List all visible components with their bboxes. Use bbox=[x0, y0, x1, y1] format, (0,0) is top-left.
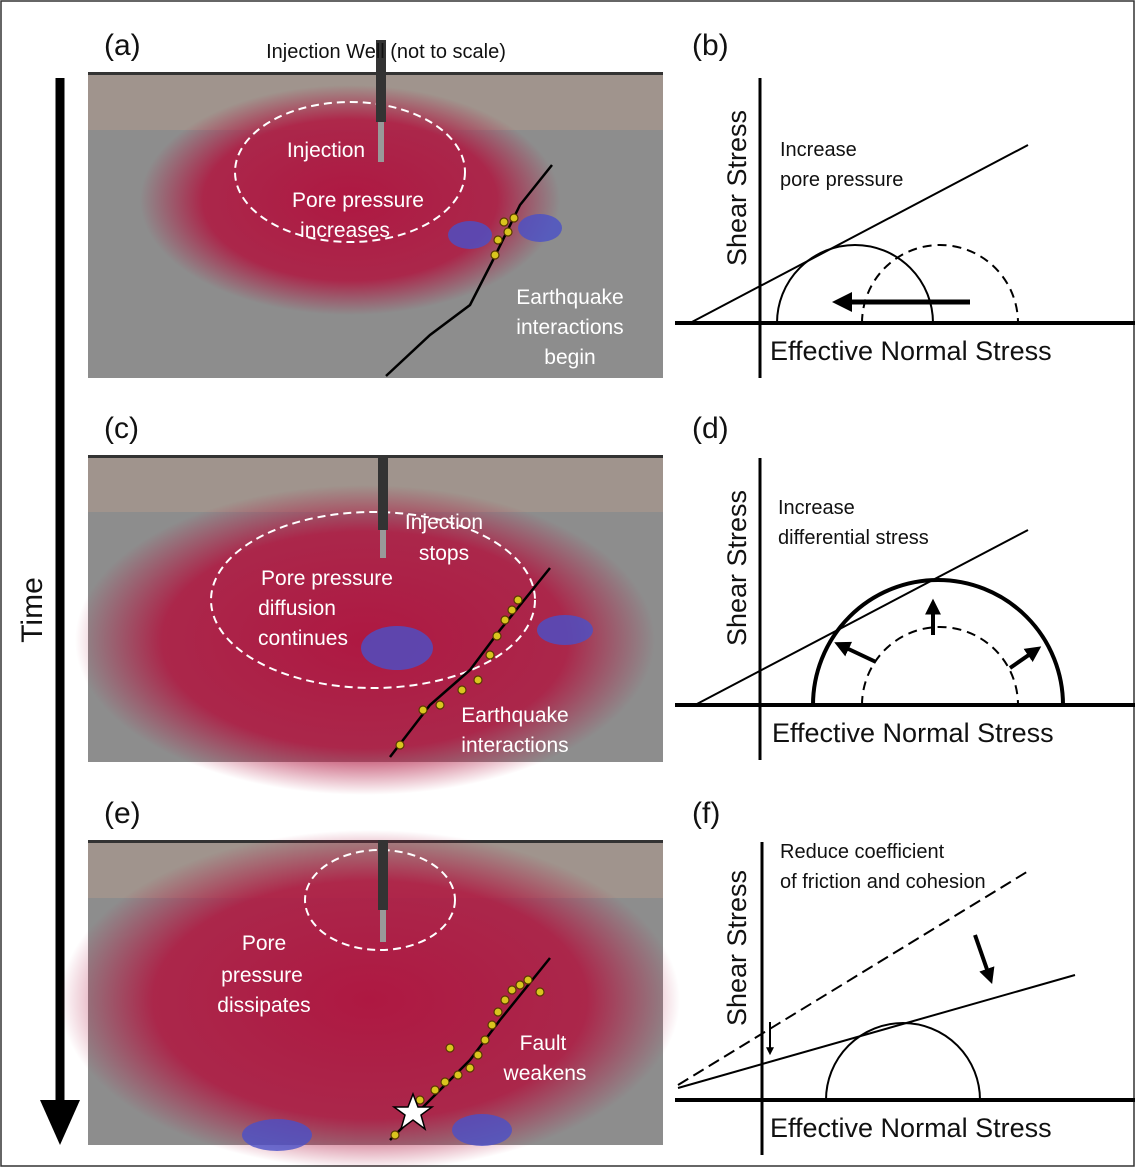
panel-label: (a) bbox=[104, 29, 141, 62]
earthquake bbox=[501, 996, 509, 1004]
note: Injection bbox=[287, 139, 365, 162]
cross-section-c: (c) Injection stops Pore pressure diffus… bbox=[75, 412, 663, 795]
cross-section-e: (e) Pore pressure dissipates Fault weake… bbox=[60, 797, 680, 1167]
time-label: Time bbox=[16, 577, 49, 643]
mohr-circle bbox=[813, 580, 1063, 705]
earthquake bbox=[396, 741, 404, 749]
earthquake bbox=[454, 1071, 462, 1079]
x-axis-label: Effective Normal Stress bbox=[770, 1113, 1052, 1143]
earthquake bbox=[500, 218, 508, 226]
expand-arrow bbox=[840, 645, 876, 662]
earthquake bbox=[488, 1021, 496, 1029]
panel-label: (f) bbox=[692, 797, 720, 830]
cross-section-a: (a) Injection Well (not to scale) Inject… bbox=[88, 29, 663, 378]
note: interactions bbox=[516, 316, 623, 339]
note: Pore pressure bbox=[261, 567, 393, 590]
note: stops bbox=[419, 542, 469, 565]
earthquake bbox=[474, 676, 482, 684]
stress-lobe bbox=[242, 1119, 312, 1151]
note: continues bbox=[258, 627, 348, 650]
stress-lobe bbox=[452, 1114, 512, 1146]
note: Injection bbox=[405, 511, 483, 534]
note: Pore bbox=[242, 932, 286, 955]
note: increases bbox=[300, 219, 390, 242]
y-axis-label: Shear Stress bbox=[722, 870, 752, 1026]
note: begin bbox=[544, 346, 595, 369]
panel-label: (e) bbox=[104, 797, 141, 830]
note: pressure bbox=[221, 964, 303, 987]
mohr-circle-initial bbox=[862, 627, 1018, 705]
earthquake bbox=[481, 1036, 489, 1044]
earthquake bbox=[508, 986, 516, 994]
note: Increase bbox=[778, 497, 855, 519]
earthquake bbox=[514, 596, 522, 604]
earthquake bbox=[516, 981, 524, 989]
surface bbox=[88, 455, 663, 458]
earthquake bbox=[474, 1051, 482, 1059]
note: weakens bbox=[503, 1062, 587, 1085]
well-screen bbox=[380, 530, 386, 558]
mohr-circle bbox=[826, 1023, 980, 1100]
pressure-zone bbox=[60, 830, 680, 1167]
earthquake bbox=[441, 1078, 449, 1086]
well-screen bbox=[378, 122, 384, 162]
earthquake bbox=[486, 651, 494, 659]
earthquake bbox=[504, 228, 512, 236]
mohr-circle-initial bbox=[862, 245, 1018, 323]
note: interactions bbox=[461, 734, 568, 757]
note: Reduce coefficient bbox=[780, 841, 945, 863]
note: Pore pressure bbox=[292, 189, 424, 212]
note: Earthquake bbox=[461, 704, 568, 727]
earthquake bbox=[416, 1096, 424, 1104]
earthquake bbox=[508, 606, 516, 614]
note: differential stress bbox=[778, 527, 929, 549]
earthquake bbox=[491, 251, 499, 259]
earthquake bbox=[494, 236, 502, 244]
surface bbox=[88, 72, 663, 75]
panel-label: (c) bbox=[104, 412, 139, 445]
stress-lobe bbox=[448, 221, 492, 249]
stress-lobe bbox=[537, 615, 593, 645]
x-axis-label: Effective Normal Stress bbox=[770, 336, 1052, 366]
earthquake bbox=[458, 686, 466, 694]
earthquake bbox=[493, 632, 501, 640]
stress-lobe bbox=[518, 214, 562, 242]
weaken-arrow bbox=[975, 935, 990, 978]
well bbox=[378, 455, 388, 530]
earthquake bbox=[419, 706, 427, 714]
earthquake bbox=[436, 701, 444, 709]
panel-label: (b) bbox=[692, 29, 729, 62]
note: of friction and cohesion bbox=[780, 871, 986, 893]
earthquake bbox=[391, 1131, 399, 1139]
note: pore pressure bbox=[780, 169, 903, 191]
note: Fault bbox=[520, 1032, 567, 1055]
well-label: Injection Well (not to scale) bbox=[266, 41, 506, 63]
note: Earthquake bbox=[516, 286, 623, 309]
mohr-circle bbox=[777, 245, 933, 323]
earthquake bbox=[431, 1086, 439, 1094]
stress-lobe bbox=[361, 626, 433, 670]
earthquake bbox=[524, 976, 532, 984]
expand-arrow bbox=[1010, 650, 1036, 668]
time-arrow-head bbox=[40, 1100, 80, 1145]
note: dissipates bbox=[217, 994, 310, 1017]
figure: Time (a) Injection Well (not to scale) I… bbox=[0, 0, 1135, 1167]
y-axis-label: Shear Stress bbox=[722, 110, 752, 266]
earthquake bbox=[536, 988, 544, 996]
earthquake bbox=[501, 616, 509, 624]
note: Increase bbox=[780, 139, 857, 161]
earthquake bbox=[510, 214, 518, 222]
note: diffusion bbox=[258, 597, 336, 620]
well bbox=[378, 840, 388, 910]
earthquake bbox=[446, 1044, 454, 1052]
x-axis-label: Effective Normal Stress bbox=[772, 718, 1054, 748]
well-screen bbox=[380, 910, 386, 942]
earthquake bbox=[466, 1064, 474, 1072]
y-axis-label: Shear Stress bbox=[722, 490, 752, 646]
earthquake bbox=[494, 1008, 502, 1016]
panel-label: (d) bbox=[692, 412, 729, 445]
